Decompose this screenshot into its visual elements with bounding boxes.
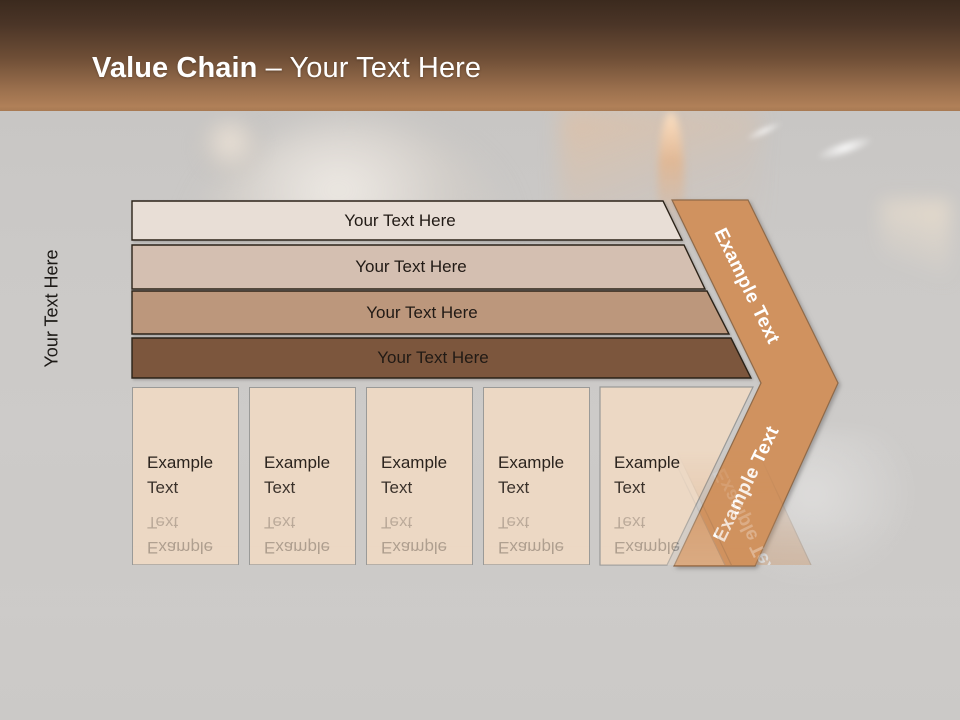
page-title: Value Chain – Your Text Here bbox=[92, 52, 481, 85]
column-box-2-line1: Example bbox=[264, 453, 331, 473]
page-title-light: Your Text Here bbox=[289, 52, 482, 84]
column-box-2[interactable]: Example Text bbox=[249, 387, 356, 565]
column-box-3-line2: Text bbox=[381, 478, 413, 497]
column-box-2-text: Example Text bbox=[264, 451, 330, 500]
column-box-5[interactable]: Example Text bbox=[600, 387, 707, 565]
column-box-1-line1: Example bbox=[147, 453, 214, 473]
column-box-3-text: Example Text bbox=[381, 451, 447, 500]
page-title-separator: – bbox=[257, 52, 290, 84]
column-box-5-shape[interactable] bbox=[599, 386, 754, 566]
slide-header-bar: Value Chain – Your Text Here bbox=[0, 0, 960, 111]
funnel-bar-1[interactable] bbox=[131, 200, 684, 241]
background-highlight-3 bbox=[880, 200, 950, 320]
background-blur-knob bbox=[195, 118, 265, 178]
funnel-bar-3[interactable] bbox=[131, 290, 731, 335]
funnel-bar-4[interactable] bbox=[131, 337, 753, 379]
column-box-5-text: Example Text bbox=[614, 451, 680, 500]
column-box-4-text: Example Text bbox=[498, 451, 564, 500]
column-box-2-line2: Text bbox=[264, 478, 296, 497]
funnel-bar-2[interactable] bbox=[131, 244, 707, 290]
column-box-4-line2: Text bbox=[498, 478, 530, 497]
column-box-3[interactable]: Example Text bbox=[366, 387, 473, 565]
column-box-1[interactable]: Example Text bbox=[132, 387, 239, 565]
column-box-1-text: Example Text bbox=[147, 451, 213, 500]
arrow-chevron-shape[interactable] bbox=[671, 199, 839, 567]
column-box-1-line2: Text bbox=[147, 478, 179, 497]
column-box-5-line1: Example bbox=[614, 453, 681, 473]
page-title-bold: Value Chain bbox=[92, 52, 258, 84]
column-box-5-line2: Text bbox=[614, 478, 646, 497]
column-box-3-line1: Example bbox=[381, 453, 448, 473]
column-box-4-line1: Example bbox=[498, 453, 565, 473]
column-box-4[interactable]: Example Text bbox=[483, 387, 590, 565]
